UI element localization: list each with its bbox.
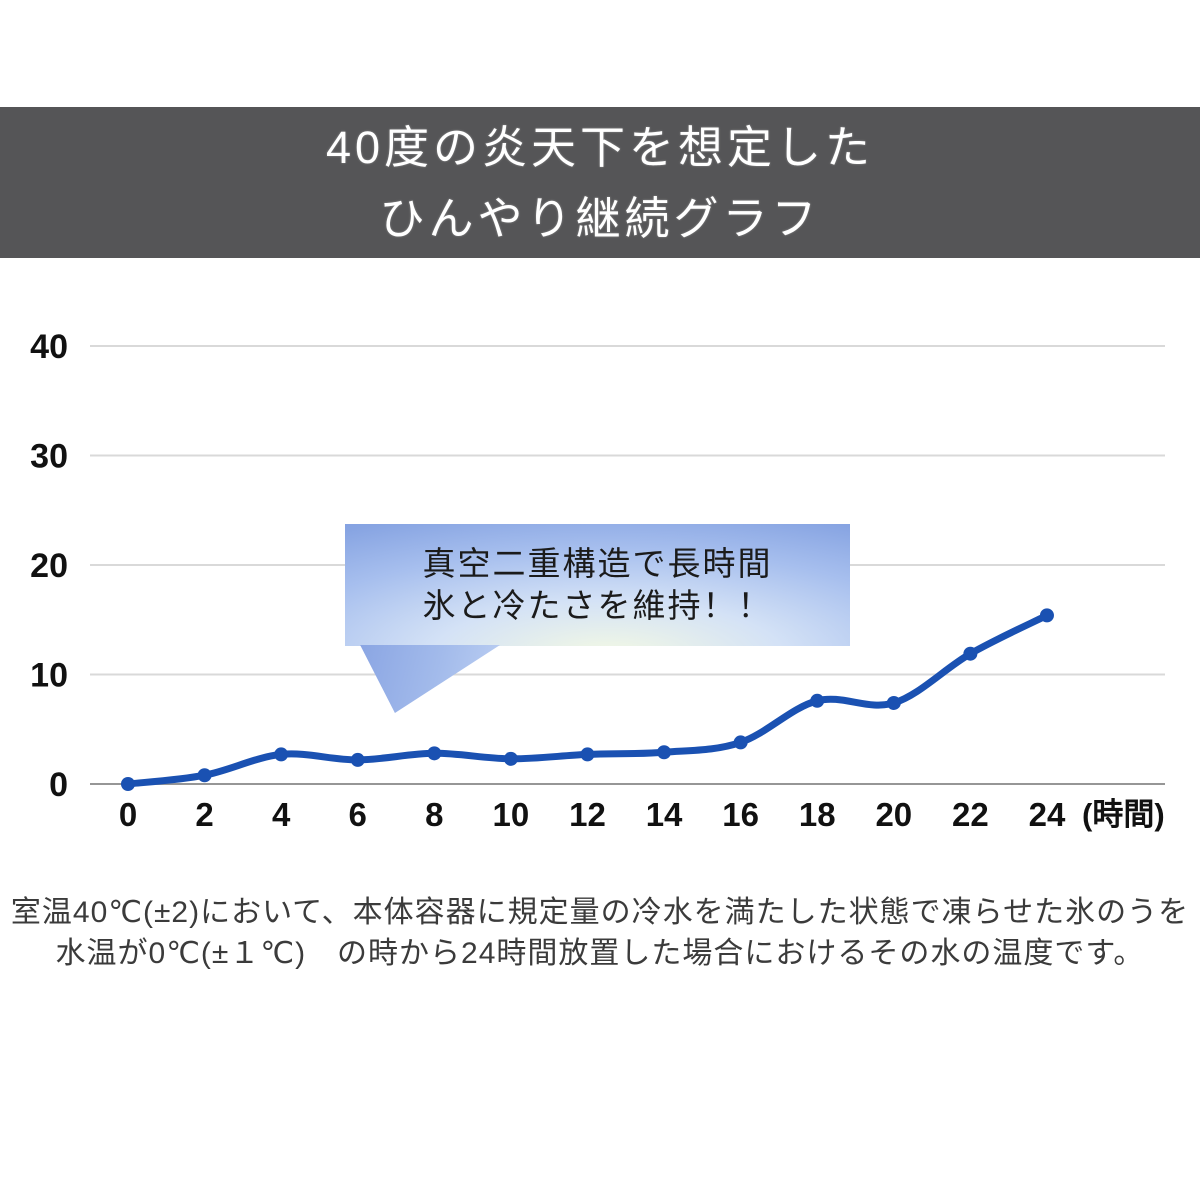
data-point-marker [503,751,518,766]
y-axis-tick-label: 10 [30,657,68,695]
y-axis-tick-label: 20 [30,547,68,585]
x-axis-tick-label: 10 [493,796,530,833]
x-axis-tick-label: 18 [799,796,836,833]
data-point-marker [886,695,901,710]
callout-text-line1: 真空二重構造で長時間 [422,545,773,582]
page-title-line1: 40度の炎天下を想定した [325,121,875,173]
callout-text-line2: 氷と冷たさを維持！！ [422,587,773,624]
x-axis-tick-label: 12 [569,796,606,833]
footnote-line1: 室温40℃(±2)において、本体容器に規定量の冷水を満たした状態で凍らせた氷のう… [10,896,1190,929]
y-axis-tick-label: 40 [30,328,68,366]
data-point-marker [274,747,289,762]
data-point-marker [121,777,135,791]
x-axis-tick-label: 24 [1029,796,1066,833]
x-axis-tick-label: 0 [119,796,137,833]
data-point-marker [657,745,672,760]
data-point-marker [427,746,442,761]
x-axis-tick-label: 16 [722,796,759,833]
x-axis-tick-label: 20 [875,796,912,833]
x-axis-tick-label: 6 [349,796,367,833]
data-point-marker [810,693,825,708]
data-point-marker [350,752,365,767]
x-axis-tick-label: 2 [195,796,213,833]
page-title-line2: ひんやり継続グラフ [379,192,821,244]
data-point-marker [580,747,595,762]
y-axis-tick-label: 30 [30,438,68,476]
callout-bubble: 真空二重構造で長時間 氷と冷たさを維持！！ [345,524,850,646]
x-axis-tick-label: 14 [646,796,683,833]
x-axis-tick-label: 22 [952,796,989,833]
x-axis-tick-label: 8 [425,796,443,833]
footnote: 室温40℃(±2)において、本体容器に規定量の冷水を満たした状態で凍らせた氷のう… [0,892,1200,974]
data-point-marker [733,735,748,750]
x-axis-tick-label: 4 [272,796,291,833]
data-point-marker [197,768,212,783]
x-axis-unit-label: (時間) [1082,797,1165,832]
footnote-line2: 水温が0℃(±１℃) の時から24時間放置した場合におけるその水の温度です。 [55,937,1145,970]
data-point-marker [1039,608,1054,623]
y-axis-tick-label: 0 [49,766,68,804]
header-band: 40度の炎天下を想定した ひんやり継続グラフ [0,107,1200,258]
data-point-marker [963,646,978,661]
